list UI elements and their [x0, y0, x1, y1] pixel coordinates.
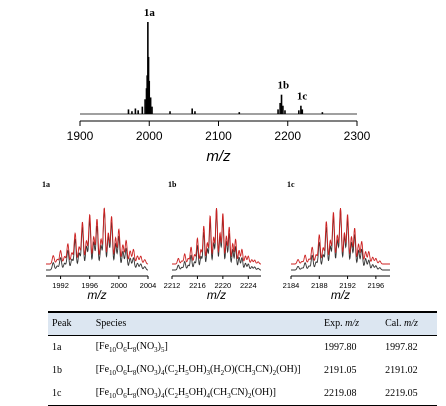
panel-tick-label: 2184 [283, 281, 300, 290]
peak-annotation: 1a [144, 7, 156, 19]
table-row: 1a [Fe10O6L8(NO3)5] 1997.80 1997.82 [48, 336, 437, 360]
isotope-panel-1a: 1992 1996 2000 2004 m/z 1a [42, 180, 156, 302]
panel-tick-label: 1992 [52, 281, 69, 290]
x-tick-label: 2100 [205, 129, 232, 143]
x-tick-label: 1900 [67, 129, 94, 143]
panel-tick-label: 2196 [368, 281, 385, 290]
header-peak: Peak [48, 311, 92, 336]
isotope-series-line [46, 208, 148, 271]
cell-peak: 1a [52, 342, 62, 353]
header-exp-mz: Exp. m/z [320, 311, 382, 336]
panel-label: 1a [42, 180, 50, 189]
table-row: 1b [Fe10O6L8(NO3)4(C2H5OH)3(H2O)(CH3CN)2(… [48, 359, 437, 382]
x-tick-label: 2200 [274, 129, 301, 143]
isotope-panel-1c: 2184 2188 2192 2196 m/z 1c [283, 180, 390, 302]
cell-cal-mz: 2191.02 [385, 365, 418, 376]
x-axis-label: m/z [206, 148, 231, 165]
cell-peak: 1b [52, 365, 62, 376]
isotope-series-line [172, 208, 261, 271]
panel-tick-label: 2192 [339, 281, 356, 290]
panel-label: 1c [287, 180, 295, 189]
isotope-panel-1b: 2212 2216 2220 2224 m/z 1b [164, 180, 262, 302]
cell-exp-mz: 2219.08 [320, 382, 382, 406]
panel-tick-label: 2224 [240, 281, 257, 290]
cell-cal-mz: 1997.82 [385, 342, 418, 353]
isotope-series-line [46, 207, 149, 265]
isotope-series-line [291, 208, 390, 271]
cell-species: [Fe10O6L8(NO3)4(C2H5OH)3(H2O)(CH3CN)2(OH… [95, 364, 301, 377]
panel-label: 1b [168, 180, 177, 189]
panel-tick-label: 2216 [189, 281, 206, 290]
cell-species: [Fe10O6L8(NO3)5] [95, 341, 168, 354]
panel-tick-label: 2188 [311, 281, 328, 290]
main-spectrum: 1900 2000 2100 2200 2300 m/z 1a 1b 1c [67, 7, 371, 165]
cell-cal-mz: 2219.05 [381, 382, 437, 406]
panel-x-axis-label: m/z [331, 288, 350, 302]
panel-tick-label: 2212 [164, 281, 181, 290]
cell-exp-mz: 2191.05 [324, 365, 357, 376]
panel-tick-label: 2000 [111, 281, 128, 290]
table-header-row: Peak Species Exp. m/z Cal. m/z [48, 311, 437, 336]
cell-species: [Fe10O6L8(NO3)4(C2H5OH)4(CH3CN)2(OH)] [91, 382, 321, 406]
isotope-series-line [291, 207, 390, 265]
isotope-series-line [172, 207, 262, 265]
panel-x-axis-label: m/z [207, 288, 226, 302]
x-tick-label: 2300 [344, 129, 371, 143]
cell-peak: 1c [48, 382, 92, 406]
cell-exp-mz: 1997.80 [324, 342, 357, 353]
panel-x-axis-label: m/z [87, 288, 106, 302]
peak-assignment-table: Peak Species Exp. m/z Cal. m/z 1a [Fe10O6… [48, 311, 437, 406]
header-cal-mz: Cal. m/z [381, 311, 437, 336]
x-tick-label: 2000 [136, 129, 163, 143]
panel-tick-label: 1996 [81, 281, 98, 290]
peak-annotation: 1b [278, 80, 290, 92]
header-species: Species [91, 311, 321, 336]
panel-tick-label: 2220 [215, 281, 232, 290]
panel-tick-label: 2004 [140, 281, 157, 290]
peak-annotation: 1c [297, 91, 308, 103]
table-row: 1c [Fe10O6L8(NO3)4(C2H5OH)4(CH3CN)2(OH)] 2… [48, 382, 437, 406]
